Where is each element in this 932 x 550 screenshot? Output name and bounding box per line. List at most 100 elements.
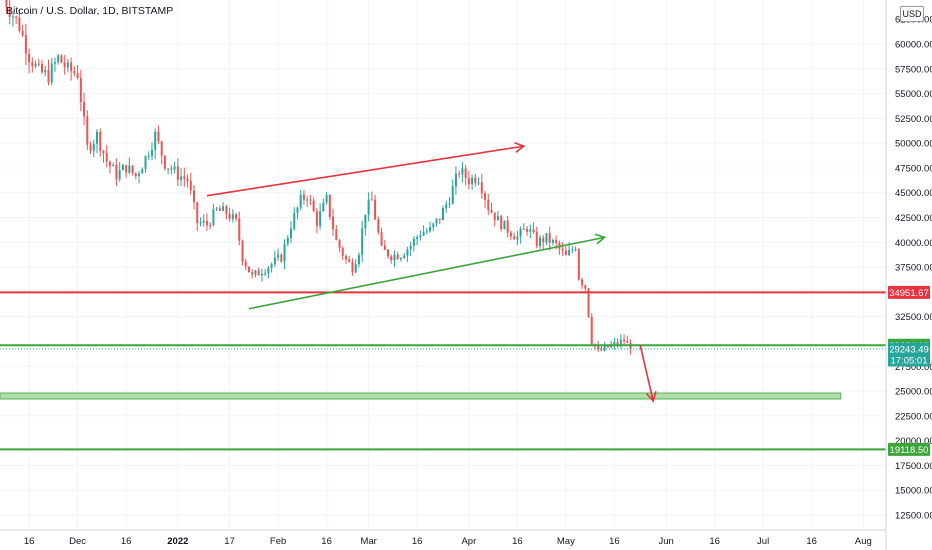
candle-body bbox=[189, 180, 192, 191]
candle-body bbox=[163, 155, 166, 169]
candle-body bbox=[238, 218, 241, 241]
candle-body bbox=[283, 243, 286, 262]
candle-body bbox=[92, 143, 95, 151]
candle-body bbox=[63, 62, 66, 68]
candle-body bbox=[83, 102, 86, 117]
candle-body bbox=[286, 237, 289, 244]
candle-body bbox=[555, 240, 558, 243]
candle-body bbox=[270, 264, 273, 268]
candle-body bbox=[587, 288, 590, 317]
candle-body bbox=[57, 55, 60, 63]
candle-body bbox=[432, 223, 435, 228]
drawings-layer bbox=[206, 141, 657, 403]
candle-body bbox=[186, 178, 189, 181]
candle-body bbox=[461, 168, 464, 175]
candle-body bbox=[574, 249, 577, 251]
candle-body bbox=[247, 266, 250, 273]
candle-body bbox=[225, 206, 228, 214]
candle-body bbox=[47, 70, 50, 83]
candle-body bbox=[590, 316, 593, 344]
candle-body bbox=[290, 228, 293, 238]
candle-body bbox=[435, 218, 438, 224]
candle-body bbox=[8, 7, 11, 17]
candle-body bbox=[205, 220, 208, 226]
candle-body bbox=[18, 17, 21, 31]
candle-body bbox=[24, 35, 27, 54]
candle-body bbox=[199, 222, 202, 224]
candle-body bbox=[328, 194, 331, 217]
candle-body bbox=[50, 63, 53, 83]
symbol-title: Bitcoin / U.S. Dollar, 1D, BITSTAMP bbox=[6, 5, 174, 17]
candle-body bbox=[480, 182, 483, 194]
support-2-price-tag bbox=[888, 442, 930, 456]
time-tick-label: 16 bbox=[709, 536, 720, 547]
candle-body bbox=[260, 274, 263, 276]
candle-body bbox=[361, 228, 364, 255]
candle-body bbox=[377, 219, 380, 233]
candle-body bbox=[267, 267, 270, 274]
candle-body bbox=[500, 216, 503, 230]
candle-body bbox=[454, 173, 457, 187]
candle-body bbox=[535, 231, 538, 246]
price-tick-label: 50000.00 bbox=[895, 139, 932, 150]
candle-body bbox=[332, 216, 335, 230]
candle-body bbox=[451, 186, 454, 204]
candle-body bbox=[477, 182, 480, 184]
candle-body bbox=[28, 53, 31, 63]
candle-body bbox=[228, 213, 231, 220]
candle-body bbox=[41, 63, 44, 73]
candle-body bbox=[522, 228, 525, 230]
price-tick-label: 52500.00 bbox=[895, 114, 932, 125]
candle-body bbox=[396, 254, 399, 260]
time-tick-label: 16 bbox=[321, 536, 332, 547]
candle-body bbox=[322, 202, 325, 212]
candle-body bbox=[370, 199, 373, 201]
forecast-arrow-head bbox=[645, 391, 657, 403]
time-tick-label: 2022 bbox=[167, 536, 188, 547]
candle-body bbox=[626, 341, 629, 344]
candle-body bbox=[471, 177, 474, 185]
candle-body bbox=[532, 229, 535, 232]
candle-body bbox=[241, 240, 244, 262]
time-tick-label: Aug bbox=[855, 536, 872, 547]
candle-body bbox=[357, 254, 360, 265]
candle-body bbox=[319, 211, 322, 226]
candle-body bbox=[53, 62, 56, 64]
time-tick-label: Apr bbox=[461, 536, 476, 547]
candle-body bbox=[467, 178, 470, 185]
candle-body bbox=[344, 255, 347, 260]
candle-body bbox=[623, 339, 626, 342]
candle-body bbox=[202, 220, 205, 223]
candle-body bbox=[134, 172, 137, 177]
candle-body bbox=[125, 165, 128, 173]
candle-body bbox=[86, 116, 89, 145]
candle-body bbox=[616, 342, 619, 345]
candle-body bbox=[183, 176, 186, 179]
candle-body bbox=[416, 237, 419, 240]
candle-body bbox=[209, 225, 212, 227]
candle-body bbox=[577, 249, 580, 280]
candle-body bbox=[196, 202, 199, 224]
candle-body bbox=[157, 131, 160, 142]
last-price-tag-countdown: 17:05:01 bbox=[891, 355, 928, 366]
candle-body bbox=[296, 207, 299, 214]
candle-body bbox=[309, 199, 312, 201]
candle-body bbox=[150, 149, 153, 156]
candle-body bbox=[406, 249, 409, 256]
candle-body bbox=[496, 216, 499, 221]
candle-body bbox=[341, 248, 344, 256]
candle-body bbox=[105, 153, 108, 162]
price-tick-label: 37500.00 bbox=[895, 263, 932, 274]
candle-body bbox=[387, 249, 390, 257]
price-tick-label: 32500.00 bbox=[895, 312, 932, 323]
candle-body bbox=[5, 0, 8, 8]
candle-body bbox=[180, 176, 183, 180]
candle-body bbox=[464, 168, 467, 179]
currency-badge[interactable]: USD bbox=[900, 6, 924, 22]
candle-body bbox=[571, 249, 574, 251]
candle-body bbox=[264, 273, 267, 275]
candle-body bbox=[364, 214, 367, 229]
candle-body bbox=[487, 199, 490, 210]
